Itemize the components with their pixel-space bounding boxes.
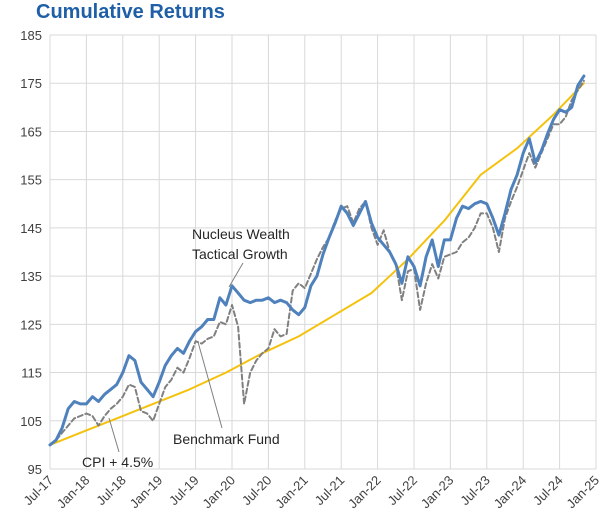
x-tick-label: Jul-19 [166, 473, 202, 509]
annotation-nucleus-leader [228, 262, 244, 288]
annotation-benchmark-label: Benchmark Fund [173, 431, 280, 447]
x-gridlines [49, 35, 597, 469]
annotation-nucleus-label: Nucleus Wealth Tactical Growth [192, 226, 290, 262]
y-tick-label: 95 [28, 462, 42, 477]
x-tick-label: Jul-24 [530, 473, 566, 509]
y-tick-label: 135 [20, 269, 42, 284]
annotation-benchmark-leader [197, 341, 223, 429]
y-tick-label: 165 [20, 124, 42, 139]
annotation-nucleus-line: Tactical Growth [192, 246, 288, 262]
y-gridlines [50, 34, 596, 470]
y-tick-label: 175 [20, 76, 42, 91]
x-tick-label: Jul-23 [457, 473, 493, 509]
x-tick-label: Jul-21 [312, 473, 348, 509]
x-tick-label: Jan-23 [418, 473, 457, 512]
y-tick-label: 125 [20, 317, 42, 332]
x-tick-label: Jan-20 [199, 473, 238, 512]
y-tick-label: 115 [21, 366, 42, 381]
annotation-cpi-label: CPI + 4.5% [82, 454, 153, 470]
series-benchmark-fund-line [49, 79, 585, 446]
x-tick-label: Jan-19 [127, 473, 166, 512]
chart-title: Cumulative Returns [36, 1, 225, 23]
x-tick-label: Jul-22 [384, 473, 420, 509]
annotation-nucleus-line: Nucleus Wealth [192, 226, 290, 242]
y-axis-ticks: 95 105 115 125 135 145 155 165 175 185 [20, 28, 42, 477]
series-nucleus-wealth-tactical-growth-line [48, 74, 586, 447]
y-tick-label: 145 [20, 221, 42, 236]
annotation-cpi-leader [108, 417, 120, 453]
x-tick-label: Jan-25 [563, 473, 602, 512]
series-lines [48, 74, 586, 447]
x-tick-label: Jul-18 [93, 473, 129, 509]
x-tick-label: Jul-17 [20, 473, 56, 509]
y-tick-label: 185 [20, 28, 42, 43]
annotations: Nucleus Wealth Tactical Growth Benchmark F… [82, 226, 290, 470]
series-cpi-4-5-line [49, 82, 585, 446]
x-tick-label: Jan-22 [345, 473, 384, 512]
x-tick-label: Jan-21 [272, 473, 311, 512]
y-tick-label: 155 [20, 173, 42, 188]
x-tick-label: Jul-20 [239, 473, 275, 509]
y-tick-label: 105 [20, 414, 42, 429]
x-tick-label: Jan-18 [54, 473, 93, 512]
x-tick-label: Jan-24 [491, 473, 530, 512]
